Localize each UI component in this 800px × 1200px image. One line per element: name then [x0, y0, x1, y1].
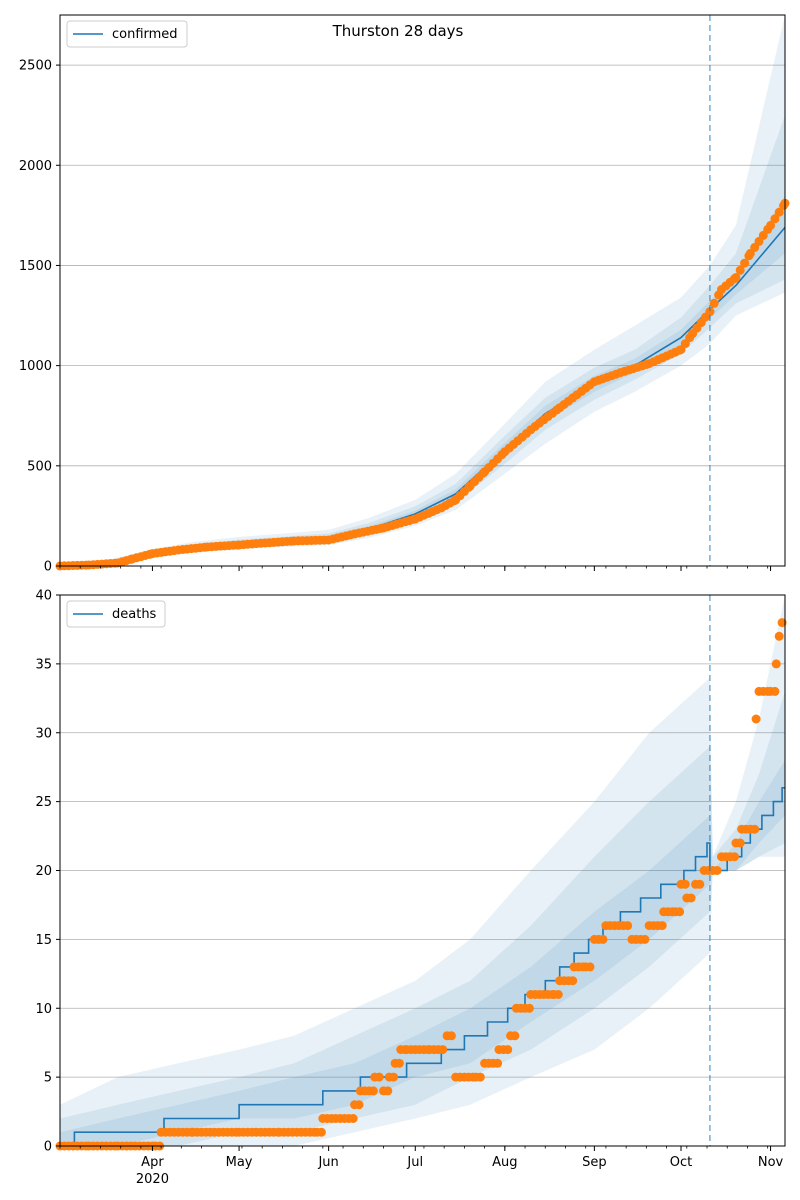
deaths-legend: deaths: [66, 600, 166, 628]
deaths-observed-point: [374, 1072, 384, 1082]
deaths-observed-point: [686, 893, 696, 903]
deaths-observed-point: [348, 1114, 358, 1123]
confirmed-observed-point: [766, 220, 776, 230]
deaths-observed-point: [510, 1031, 520, 1041]
deaths-model-path: [60, 787, 785, 1147]
deaths-observed-point: [750, 824, 760, 834]
deaths-observed-point: [774, 631, 784, 641]
deaths-ytick-label-8: 40: [35, 589, 52, 604]
deaths-observed-point: [368, 1086, 378, 1096]
deaths-observed-point: [598, 934, 608, 944]
chart-title: Thurston 28 days: [332, 22, 464, 40]
deaths-observed-point: [735, 838, 745, 848]
deaths-xtick-label-6: Oct: [670, 1155, 692, 1170]
confirmed-ytick-label-0: 0: [44, 560, 52, 575]
deaths-ytick-label-1: 5: [44, 1071, 52, 1086]
confirmed-ytick-label-1: 500: [27, 459, 52, 474]
confirmed-observed-point: [731, 273, 741, 282]
deaths-observed-point: [623, 921, 633, 931]
deaths-xtick-label-0: Apr: [141, 1155, 164, 1170]
confirmed-legend-label: confirmed: [112, 27, 178, 42]
deaths-band-2: [60, 760, 785, 1146]
deaths-band-1: [60, 691, 785, 1146]
deaths-observed-point: [680, 879, 690, 889]
deaths-ytick-label-5: 25: [35, 795, 52, 810]
deaths-observed-point: [394, 1058, 404, 1068]
confirmed-observed-point: [770, 214, 780, 224]
deaths-panel: 0 5 10 15 20 25 30 35 40 Apr 2020 May Jun Jul Aug Sep Oc…: [35, 589, 787, 1187]
deaths-ytick-label-7: 35: [35, 657, 52, 672]
deaths-observed-point: [503, 1045, 513, 1055]
deaths-model-line: [60, 787, 785, 1147]
confirmed-ytick-label-2: 1000: [19, 359, 52, 374]
deaths-gridlines: [60, 594, 785, 1147]
deaths-observed-point: [389, 1072, 399, 1082]
deaths-xtick-label-1: May: [226, 1155, 253, 1170]
deaths-observed-point: [771, 659, 781, 669]
confirmed-ytick-label-3: 1500: [19, 259, 52, 274]
deaths-observed-point: [568, 976, 578, 986]
confirmed-ytick-label-4: 2000: [19, 159, 52, 174]
confirmed-panel: 0 500 1000 1500 2000 2500 Thurston 28 days co…: [19, 14, 790, 575]
deaths-observed-point: [446, 1031, 456, 1041]
deaths-observed-point: [475, 1072, 485, 1082]
deaths-xtick-label-3: Jul: [406, 1155, 423, 1170]
confirmed-observed-point: [709, 298, 719, 308]
deaths-axes: 0 5 10 15 20 25 30 35 40 Apr 2020 May Jun Jul Aug Sep Oc…: [35, 589, 786, 1187]
deaths-legend-label: deaths: [112, 607, 157, 622]
deaths-observed-point: [730, 852, 739, 862]
confirmed-observed-point: [740, 258, 750, 268]
deaths-xtick-sublabel-0: 2020: [136, 1172, 169, 1187]
deaths-observed-point: [712, 866, 722, 875]
deaths-observed-point: [553, 990, 563, 999]
deaths-xtick-label-7: Nov: [758, 1155, 784, 1170]
deaths-ytick-label-2: 10: [35, 1002, 52, 1017]
deaths-observed-point: [657, 921, 667, 931]
confirmed-observed-points: [55, 198, 790, 571]
deaths-observed-point: [383, 1086, 393, 1096]
confirmed-observed-point: [735, 265, 745, 275]
deaths-ytick-label-0: 0: [44, 1140, 52, 1155]
deaths-legend-box: [66, 600, 166, 628]
confirmed-legend-box: [66, 20, 188, 48]
deaths-prediction-bands: [60, 595, 785, 1146]
deaths-observed-point: [354, 1100, 364, 1110]
deaths-band-0: [60, 595, 785, 1146]
confirmed-ytick-label-5: 2500: [19, 59, 52, 74]
deaths-observed-point: [777, 618, 787, 628]
deaths-observed-points: [55, 618, 787, 1151]
deaths-xtick-label-4: Aug: [492, 1155, 517, 1170]
deaths-observed-point: [316, 1127, 326, 1137]
deaths-observed-point: [770, 686, 780, 696]
deaths-ytick-label-4: 20: [35, 864, 52, 879]
deaths-ytick-label-6: 30: [35, 726, 52, 741]
deaths-xtick-label-2: Jun: [317, 1155, 338, 1170]
confirmed-axes-frame: [59, 14, 786, 567]
deaths-observed-point: [585, 962, 595, 972]
deaths-observed-point: [438, 1045, 448, 1055]
confirmed-axes: 0 500 1000 1500 2000 2500: [19, 14, 786, 575]
confirmed-legend: confirmed: [66, 20, 188, 48]
confirmed-observed-point: [774, 207, 784, 217]
confirmed-observed-point: [705, 307, 715, 316]
deaths-observed-point: [675, 907, 685, 917]
deaths-observed-point: [524, 1003, 534, 1013]
deaths-observed-point: [695, 879, 705, 889]
deaths-observed-point: [640, 934, 650, 944]
deaths-observed-point: [751, 714, 761, 724]
deaths-xtick-label-5: Sep: [582, 1155, 607, 1170]
deaths-ytick-label-3: 15: [35, 933, 52, 948]
deaths-observed-point: [493, 1058, 503, 1068]
